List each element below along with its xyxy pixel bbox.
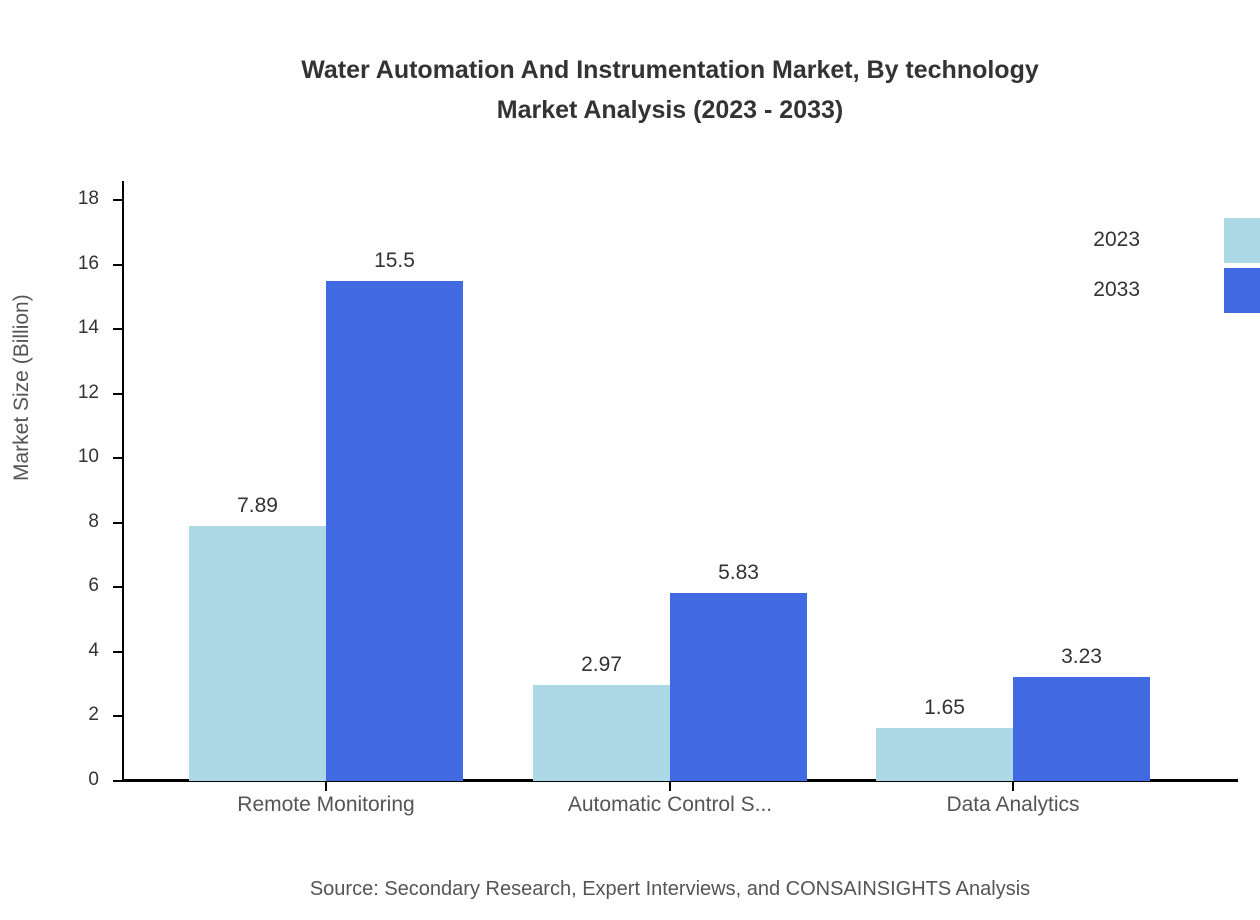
y-axis-tick-label: 10 xyxy=(77,446,99,468)
bar[interactable]: 15.5 xyxy=(326,249,463,781)
y-axis-spine xyxy=(122,181,124,781)
bar-value-label: 1.65 xyxy=(924,695,965,719)
y-axis-tick-label: 16 xyxy=(77,252,99,274)
bar-value-label: 3.23 xyxy=(1061,644,1102,668)
y-axis-tick: 0 xyxy=(88,769,122,790)
y-axis-tick-label: 8 xyxy=(88,510,99,532)
y-axis-tick-label: 6 xyxy=(88,575,99,597)
plot-area: 0 2 4 6 8 10 12 14 16 18 Remote Monitoring Automat… xyxy=(78,181,1238,816)
bar-value-label: 2.97 xyxy=(581,653,622,677)
x-axis-tick-label: Automatic Control S... xyxy=(567,793,773,816)
y-axis-tick-label: 4 xyxy=(88,639,99,661)
bar-value-label: 5.83 xyxy=(718,560,759,584)
x-axis-tick xyxy=(1012,781,1014,791)
bar-value-label: 15.5 xyxy=(374,248,415,272)
y-axis-tick: 16 xyxy=(78,253,122,274)
legend-color-swatch xyxy=(1224,268,1260,313)
y-axis-tick-label: 2 xyxy=(88,704,99,726)
y-axis-tick: 8 xyxy=(88,511,122,532)
legend-label: 2023 xyxy=(1093,228,1140,251)
bar[interactable]: 1.65 xyxy=(876,696,1013,781)
x-axis-tick-label: Remote Monitoring xyxy=(237,793,415,816)
y-axis-tick: 10 xyxy=(78,446,122,467)
bar-value-label: 7.89 xyxy=(237,494,278,518)
chart-title: Water Automation And Instrumentation Mar… xyxy=(0,50,1260,130)
y-axis-tick: 18 xyxy=(78,188,122,209)
y-axis-tick: 14 xyxy=(78,317,122,338)
x-axis-tick xyxy=(669,781,671,791)
y-axis-tick: 12 xyxy=(78,382,122,403)
y-axis-tick-label: 18 xyxy=(77,188,99,209)
y-axis-tick: 4 xyxy=(88,640,122,661)
y-axis-title: Market Size (Billion) xyxy=(10,294,33,481)
legend-color-swatch xyxy=(1224,218,1260,263)
y-axis-tick: 6 xyxy=(88,575,122,596)
source-note: Source: Secondary Research, Expert Inter… xyxy=(309,878,1031,900)
y-axis-tick: 2 xyxy=(88,704,122,725)
y-axis-tick-label: 12 xyxy=(77,381,99,403)
bar[interactable]: 3.23 xyxy=(1013,645,1150,781)
legend-label: 2033 xyxy=(1093,278,1140,301)
legend-item[interactable]: 2023 xyxy=(1093,218,1260,268)
chart-title-line-1: Water Automation And Instrumentation Mar… xyxy=(301,56,1039,84)
bar[interactable]: 7.89 xyxy=(189,494,326,781)
legend-item[interactable]: 2033 xyxy=(1093,268,1260,318)
chart-title-line-2: Market Analysis (2023 - 2033) xyxy=(496,96,844,124)
bar[interactable]: 5.83 xyxy=(670,561,807,781)
y-axis-tick-label: 14 xyxy=(77,317,99,339)
bar[interactable]: 2.97 xyxy=(533,653,670,781)
chart-legend: 2023 2033 xyxy=(1093,218,1260,318)
x-axis-tick-label: Data Analytics xyxy=(946,793,1080,816)
y-axis-tick-label: 0 xyxy=(88,769,99,790)
x-axis-tick xyxy=(325,781,327,791)
